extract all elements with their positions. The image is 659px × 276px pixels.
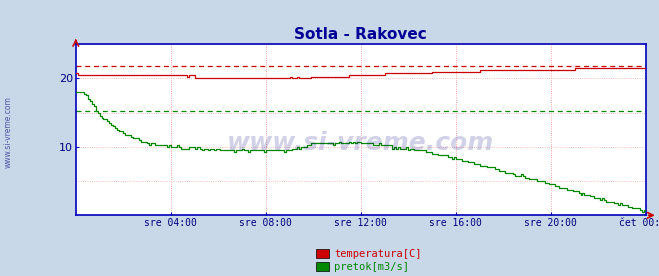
Legend: temperatura[C], pretok[m3/s]: temperatura[C], pretok[m3/s] <box>312 245 426 276</box>
Text: www.si-vreme.com: www.si-vreme.com <box>227 131 494 155</box>
Title: Sotla - Rakovec: Sotla - Rakovec <box>295 26 427 42</box>
Text: www.si-vreme.com: www.si-vreme.com <box>3 97 13 168</box>
